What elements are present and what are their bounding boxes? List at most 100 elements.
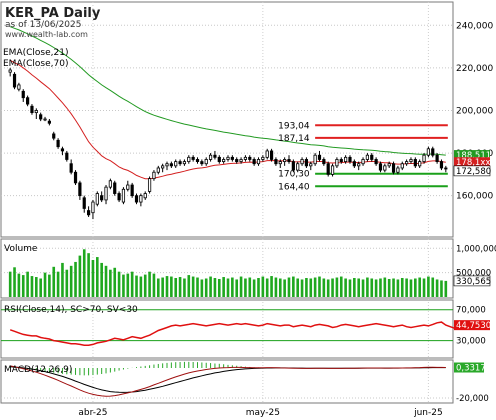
macd-last-box: [454, 362, 484, 373]
candle: [422, 153, 426, 164]
volume-bar: [130, 271, 134, 297]
candle-body: [317, 154, 322, 160]
candle-body: [274, 159, 278, 165]
level-label: 187,14: [278, 134, 310, 144]
candle-body: [39, 114, 43, 120]
candle: [405, 159, 409, 166]
candle-body: [43, 118, 47, 121]
volume-bar: [156, 278, 160, 297]
candle: [182, 159, 187, 166]
candle: [352, 159, 356, 168]
volume-bar: [8, 271, 12, 297]
candle: [174, 159, 178, 168]
candle-body: [187, 156, 191, 162]
candle-body: [431, 148, 435, 156]
volume-bar: [353, 278, 356, 297]
candle: [100, 191, 104, 203]
candle-body: [374, 159, 378, 165]
volume-bar: [113, 267, 117, 297]
candle-body: [278, 161, 282, 165]
volume-bar: [122, 274, 125, 297]
volume-bar: [165, 276, 169, 297]
volume-bar: [387, 278, 391, 297]
volume-bar: [61, 262, 64, 297]
candle-body: [104, 186, 108, 201]
candle-body: [304, 159, 309, 167]
candle-body: [344, 156, 348, 162]
candle: [65, 150, 69, 162]
candle: [126, 180, 130, 192]
candle-body: [200, 161, 204, 165]
candle: [291, 159, 295, 173]
volume-bar: [104, 265, 108, 297]
candle-body: [352, 161, 356, 167]
candle-body: [143, 193, 147, 199]
candle-body: [300, 159, 304, 165]
candle: [78, 180, 82, 200]
candle: [26, 95, 30, 107]
volume-bar: [313, 277, 317, 297]
candle: [113, 180, 117, 196]
watermark: www.wealth-lab.com: [5, 30, 88, 39]
candle: [143, 191, 147, 200]
volume-bar: [174, 278, 178, 297]
volume-bar: [109, 269, 112, 297]
volume-bar: [396, 279, 400, 297]
close-tag-text: 172,580: [456, 167, 491, 177]
volume-bar: [200, 279, 204, 297]
volume-last-text: 330,565: [456, 277, 491, 287]
volume-bar: [357, 278, 360, 297]
candle-body: [405, 161, 409, 165]
volume-bar: [126, 273, 130, 297]
volume-bar: [248, 277, 252, 297]
volume-bar: [226, 278, 230, 297]
candle: [91, 199, 95, 220]
volume-bar: [379, 278, 382, 297]
candle-body: [413, 159, 417, 167]
volume-bar: [348, 279, 352, 297]
volume-bar: [292, 276, 295, 297]
candle-body: [165, 163, 169, 167]
rsi-last-box: [454, 320, 490, 331]
candle-body: [422, 154, 426, 162]
candle-body: [252, 159, 256, 165]
candle-body: [348, 156, 352, 162]
candle: [178, 159, 182, 166]
candle: [21, 89, 25, 102]
candle: [383, 163, 387, 173]
volume-bar: [278, 278, 282, 297]
candle-body: [52, 133, 56, 139]
volume-bar: [217, 278, 221, 297]
volume-bar: [427, 276, 430, 297]
candle-body: [418, 161, 422, 167]
volume-bar: [318, 276, 321, 297]
volume-bar: [418, 277, 421, 297]
candle-body: [60, 148, 65, 152]
candle: [104, 185, 108, 205]
volume-bar: [78, 255, 82, 297]
candle: [426, 146, 430, 158]
candle-body: [265, 150, 269, 158]
candle: [339, 157, 343, 164]
volume-bar: [326, 279, 330, 297]
candle: [165, 161, 169, 171]
axis-layer: 160,000180,000200,000220,000240,000188,5…: [78, 21, 496, 418]
candle: [391, 161, 396, 175]
rsi-layer: [1, 309, 460, 346]
price-tick-label: 240,000: [456, 21, 493, 31]
volume-bar: [161, 277, 164, 297]
candle: [243, 155, 248, 162]
candle: [278, 159, 282, 168]
candle-body: [309, 163, 313, 167]
volume-bar: [100, 262, 103, 297]
candle: [435, 153, 439, 164]
volume-bar: [440, 280, 443, 297]
volume-bar: [261, 276, 265, 297]
candle: [152, 170, 156, 181]
candle-body: [439, 161, 444, 169]
candle-body: [169, 163, 173, 167]
volume-bar: [17, 273, 21, 297]
volume-bar: [231, 277, 234, 297]
volume-bar: [422, 278, 426, 297]
volume-bar: [305, 278, 308, 297]
